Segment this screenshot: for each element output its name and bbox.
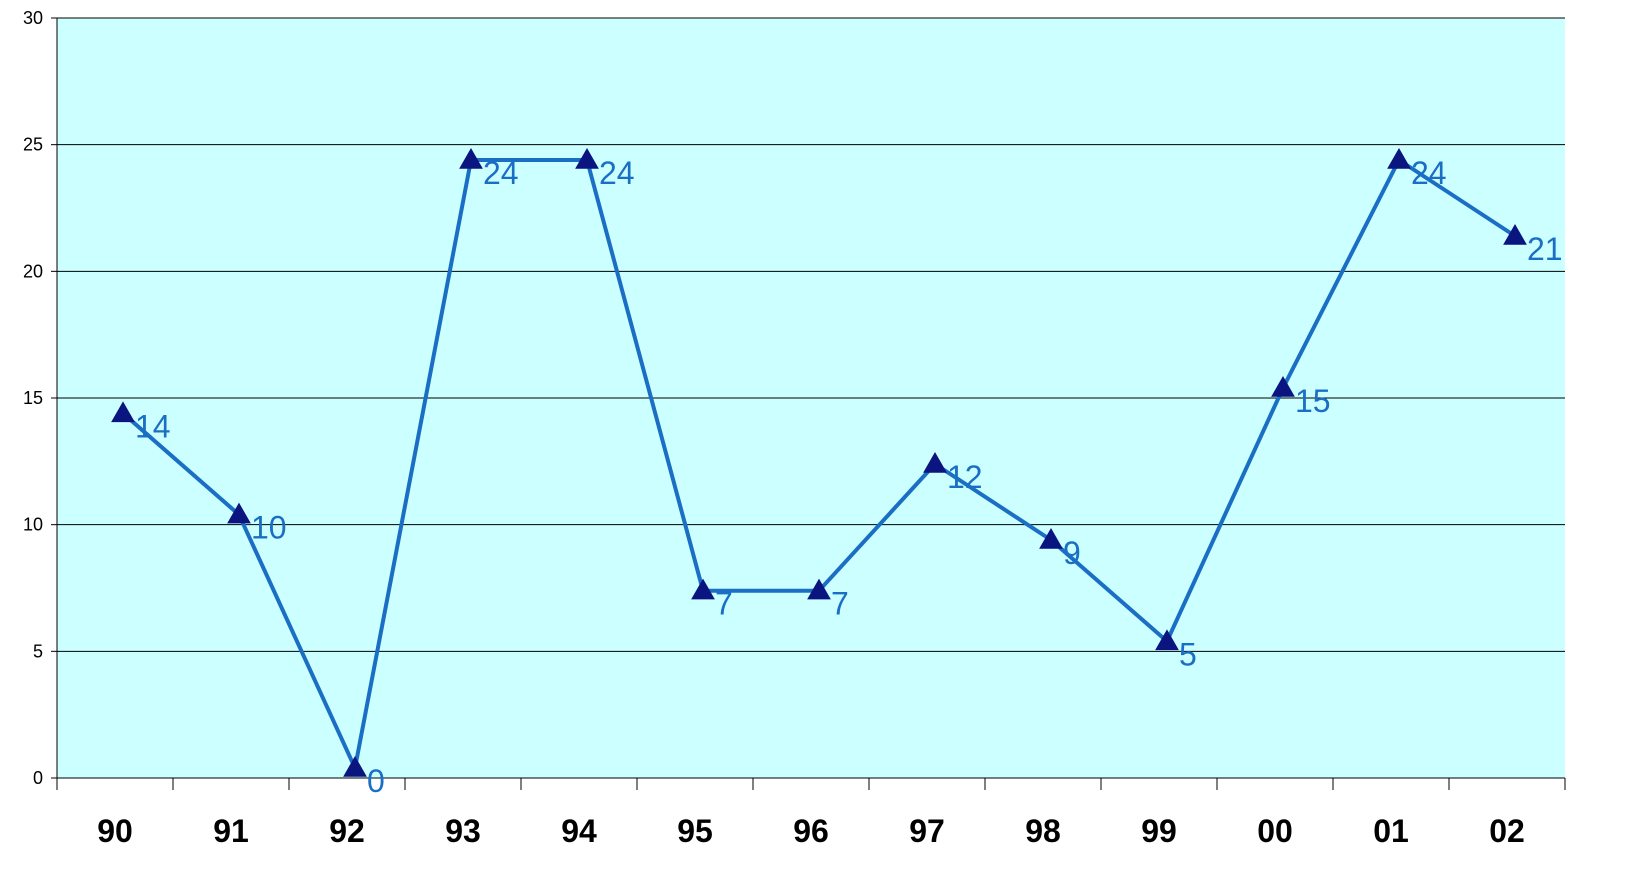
x-tick-label: 98 bbox=[1025, 813, 1061, 849]
data-label: 21 bbox=[1527, 231, 1563, 267]
data-label: 24 bbox=[1411, 155, 1447, 191]
data-point-marker bbox=[111, 401, 135, 423]
data-point-marker bbox=[1155, 629, 1179, 651]
markers bbox=[111, 147, 1527, 777]
data-point-marker bbox=[1271, 375, 1295, 397]
gridlines bbox=[57, 17, 1565, 652]
data-label: 12 bbox=[947, 459, 983, 495]
x-tick-label: 95 bbox=[677, 813, 713, 849]
y-tick-label: 15 bbox=[23, 388, 43, 408]
x-tick-label: 97 bbox=[909, 813, 945, 849]
data-point-marker bbox=[343, 755, 367, 777]
data-point-marker bbox=[923, 451, 947, 473]
x-tick-label: 93 bbox=[445, 813, 481, 849]
data-point-marker bbox=[575, 147, 599, 169]
x-tick-label: 91 bbox=[213, 813, 249, 849]
x-tick-label: 90 bbox=[97, 813, 133, 849]
x-tick-label: 92 bbox=[329, 813, 365, 849]
x-tick-label: 96 bbox=[793, 813, 829, 849]
data-point-marker bbox=[1503, 223, 1527, 245]
x-tick-label: 01 bbox=[1373, 813, 1409, 849]
data-point-marker bbox=[459, 147, 483, 169]
data-label: 10 bbox=[251, 510, 287, 546]
x-tick-label: 00 bbox=[1257, 813, 1293, 849]
y-tick-labels: 0 5 10 15 20 25 30 bbox=[23, 8, 43, 788]
y-tick-label: 30 bbox=[23, 8, 43, 28]
data-label: 0 bbox=[367, 763, 385, 799]
data-label: 7 bbox=[831, 586, 849, 622]
data-label: 5 bbox=[1179, 636, 1197, 672]
data-label: 15 bbox=[1295, 383, 1331, 419]
data-label: 7 bbox=[715, 586, 733, 622]
data-point-marker bbox=[691, 578, 715, 600]
data-label: 9 bbox=[1063, 535, 1081, 571]
data-label: 24 bbox=[483, 155, 519, 191]
x-tick-label: 02 bbox=[1489, 813, 1525, 849]
data-point-marker bbox=[1039, 527, 1063, 549]
x-tick-label: 94 bbox=[561, 813, 597, 849]
data-point-marker bbox=[807, 578, 831, 600]
y-tick-label: 20 bbox=[23, 261, 43, 281]
data-labels: 14 10 0 24 24 7 7 12 9 5 15 24 21 bbox=[135, 155, 1563, 799]
data-point-marker bbox=[227, 502, 251, 524]
y-tick-label: 25 bbox=[23, 135, 43, 155]
y-tick-label: 0 bbox=[33, 768, 43, 788]
y-tick-label: 10 bbox=[23, 515, 43, 535]
data-point-marker bbox=[1387, 147, 1411, 169]
data-label: 24 bbox=[599, 155, 635, 191]
y-tick-label: 5 bbox=[33, 641, 43, 661]
x-tick-label: 99 bbox=[1141, 813, 1177, 849]
data-label: 14 bbox=[135, 408, 171, 444]
axes bbox=[51, 17, 1566, 790]
x-tick-labels: 90 91 92 93 94 95 96 97 98 99 00 01 02 bbox=[97, 813, 1525, 849]
